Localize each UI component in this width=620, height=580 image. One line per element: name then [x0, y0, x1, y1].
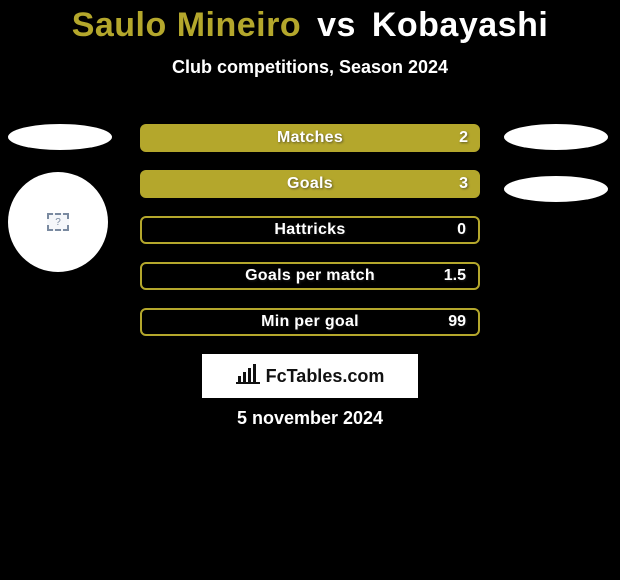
bar-value: 2 — [459, 129, 468, 147]
title-player1: Saulo Mineiro — [72, 6, 301, 44]
player-right-pill-2 — [504, 176, 608, 202]
watermark-text: FcTables.com — [266, 366, 385, 387]
subtitle: Club competitions, Season 2024 — [0, 57, 620, 78]
title-player2: Kobayashi — [372, 6, 548, 44]
bar-label: Goals — [140, 175, 480, 193]
player-right-column — [498, 124, 608, 202]
bar-label: Matches — [140, 129, 480, 147]
comparison-card: Saulo Mineiro vs Kobayashi Club competit… — [0, 0, 620, 580]
bar-chart-icon — [236, 364, 260, 389]
bar-goals-per-match: Goals per match 1.5 — [140, 262, 480, 290]
placeholder-glyph: ? — [55, 217, 61, 228]
bar-matches: Matches 2 — [140, 124, 480, 152]
bar-hattricks: Hattricks 0 — [140, 216, 480, 244]
generated-date: 5 november 2024 — [0, 408, 620, 429]
bar-min-per-goal: Min per goal 99 — [140, 308, 480, 336]
player-left-column: ? — [8, 124, 118, 272]
page-title: Saulo Mineiro vs Kobayashi — [0, 0, 620, 45]
bar-label: Hattricks — [142, 221, 478, 239]
title-vs: vs — [317, 6, 356, 44]
player-right-pill-1 — [504, 124, 608, 150]
bar-value: 1.5 — [444, 267, 466, 285]
bar-value: 3 — [459, 175, 468, 193]
bar-goals: Goals 3 — [140, 170, 480, 198]
avatar-placeholder-icon: ? — [47, 213, 69, 231]
bar-value: 0 — [457, 221, 466, 239]
bar-label: Min per goal — [142, 313, 478, 331]
bar-label: Goals per match — [142, 267, 478, 285]
bar-value: 99 — [448, 313, 466, 331]
player-left-avatar: ? — [8, 172, 108, 272]
watermark: FcTables.com — [202, 354, 418, 398]
stat-bars: Matches 2 Goals 3 Hattricks 0 Goals per … — [140, 124, 480, 354]
player-left-name-pill — [8, 124, 112, 150]
